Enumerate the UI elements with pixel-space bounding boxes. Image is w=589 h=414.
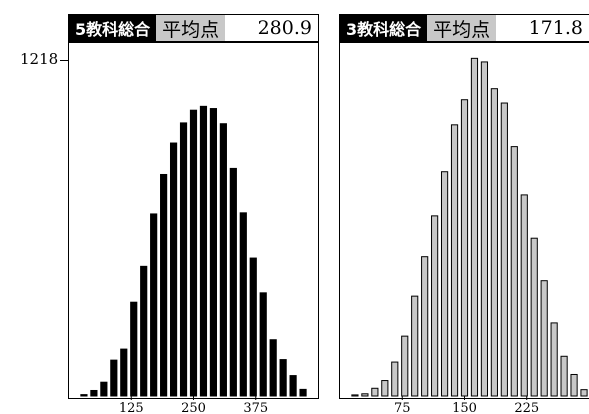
- left-histogram-bar: [239, 212, 247, 397]
- right-histogram-bar: [460, 99, 469, 397]
- right-histogram-bar: [580, 389, 588, 397]
- right-histogram-bar: [450, 124, 459, 397]
- left-histogram-bar: [160, 173, 168, 397]
- left-histogram-bar: [80, 394, 88, 397]
- left-average-value: 280.9: [225, 15, 318, 41]
- left-histogram-bar: [169, 142, 178, 397]
- right-histogram-bar: [371, 387, 379, 397]
- left-x-tick-label: 125: [119, 401, 144, 414]
- left-histogram-bar: [189, 109, 198, 397]
- left-average-label: 平均点: [156, 15, 226, 41]
- right-header: 3教科総合 平均点 171.8: [339, 14, 589, 42]
- right-histogram-bar: [500, 102, 508, 397]
- right-histogram-bar: [560, 355, 568, 397]
- right-histogram-bar: [411, 295, 419, 397]
- right-histogram-bar: [510, 146, 518, 397]
- y-max-label: 1218: [20, 50, 59, 68]
- left-histogram-bar: [100, 381, 108, 397]
- left-histogram-bar: [130, 301, 138, 397]
- right-histogram-bar: [480, 61, 489, 397]
- left-histogram-bar: [209, 108, 218, 397]
- right-histogram-bar: [520, 194, 528, 397]
- right-histogram-bar: [361, 393, 369, 397]
- right-histogram-bar: [431, 215, 439, 397]
- left-histogram-bar: [110, 359, 118, 397]
- right-average-label: 平均点: [427, 15, 497, 41]
- y-max-tick: [60, 60, 68, 61]
- left-histogram-bar: [179, 122, 188, 397]
- left-histogram-bar: [279, 359, 287, 397]
- right-histogram-bar: [470, 57, 479, 397]
- right-subject-label: 3教科総合: [340, 15, 428, 41]
- left-histogram-bar: [269, 339, 277, 397]
- right-x-tick-label: 75: [394, 401, 411, 414]
- right-x-tick-label: 225: [514, 401, 539, 414]
- left-histogram-bar: [150, 213, 158, 397]
- right-x-tick-label: 150: [452, 401, 477, 414]
- left-histogram-bar: [289, 375, 297, 397]
- right-histogram-bar: [530, 237, 538, 397]
- left-histogram-bar: [90, 389, 98, 397]
- left-histogram-bar: [259, 292, 267, 397]
- left-subject-label: 5教科総合: [69, 15, 157, 41]
- left-histogram-bar: [229, 167, 237, 397]
- right-histogram-bar: [351, 394, 359, 397]
- left-histogram-bar: [120, 348, 128, 397]
- left-x-tick-label: 250: [181, 401, 206, 414]
- right-histogram-bar: [550, 322, 558, 397]
- right-histogram-bar: [540, 280, 548, 397]
- left-histogram-bar: [249, 257, 257, 397]
- left-histogram-bar: [140, 265, 148, 397]
- right-average-value: 171.8: [496, 15, 589, 41]
- left-histogram-bar: [199, 105, 208, 397]
- right-histogram-bar: [490, 88, 498, 397]
- left-x-tick-label: 375: [243, 401, 268, 414]
- left-histogram-bar: [299, 388, 307, 397]
- left-header: 5教科総合 平均点 280.9: [68, 14, 319, 42]
- right-histogram-bar: [401, 335, 409, 397]
- left-histogram-bar: [219, 123, 227, 397]
- right-histogram-bar: [570, 373, 578, 397]
- right-histogram-bar: [381, 380, 389, 397]
- right-histogram-bar: [440, 171, 449, 397]
- right-histogram-bar: [421, 256, 429, 397]
- right-histogram-bar: [391, 361, 399, 397]
